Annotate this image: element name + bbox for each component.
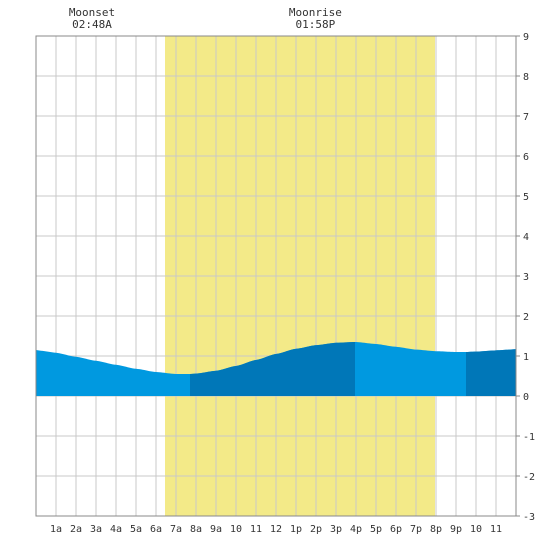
x-tick-label: 7a — [170, 524, 182, 535]
x-tick-label: 3a — [90, 524, 102, 535]
x-tick-label: 8a — [190, 524, 202, 535]
y-tick-label: 6 — [523, 152, 529, 163]
x-tick-label: 7p — [410, 524, 422, 535]
x-tick-label: 10 — [230, 524, 242, 535]
y-tick-label: -3 — [523, 512, 535, 523]
moon-event-time: 01:58P — [296, 18, 336, 31]
y-tick-label: 9 — [523, 32, 529, 43]
y-tick-label: -1 — [523, 432, 535, 443]
x-tick-label: 11 — [490, 524, 502, 535]
moon-event-title: Moonrise — [289, 6, 342, 19]
x-tick-label: 2a — [70, 524, 82, 535]
x-tick-label: 4a — [110, 524, 122, 535]
x-tick-label: 6p — [390, 524, 402, 535]
x-tick-label: 12 — [270, 524, 282, 535]
y-tick-label: 3 — [523, 272, 529, 283]
x-tick-label: 6a — [150, 524, 162, 535]
x-tick-label: 2p — [310, 524, 322, 535]
x-tick-label: 8p — [430, 524, 442, 535]
moon-event-title: Moonset — [69, 6, 115, 19]
x-tick-label: 10 — [470, 524, 482, 535]
moon-event-time: 02:48A — [72, 18, 112, 31]
x-tick-label: 9a — [210, 524, 222, 535]
y-tick-label: 0 — [523, 392, 529, 403]
x-tick-label: 5a — [130, 524, 142, 535]
y-tick-label: 8 — [523, 72, 529, 83]
tide-area-dark — [190, 342, 355, 396]
x-tick-label: 11 — [250, 524, 262, 535]
y-tick-label: 4 — [523, 232, 529, 243]
y-tick-label: -2 — [523, 472, 535, 483]
y-tick-label: 5 — [523, 192, 529, 203]
x-tick-label: 1p — [290, 524, 302, 535]
x-tick-label: 9p — [450, 524, 462, 535]
y-tick-label: 2 — [523, 312, 529, 323]
tide-area-dark — [466, 349, 516, 396]
x-tick-label: 1a — [50, 524, 62, 535]
x-tick-label: 4p — [350, 524, 362, 535]
x-tick-label: 5p — [370, 524, 382, 535]
x-tick-label: 3p — [330, 524, 342, 535]
y-tick-label: 7 — [523, 112, 529, 123]
y-tick-label: 1 — [523, 352, 529, 363]
